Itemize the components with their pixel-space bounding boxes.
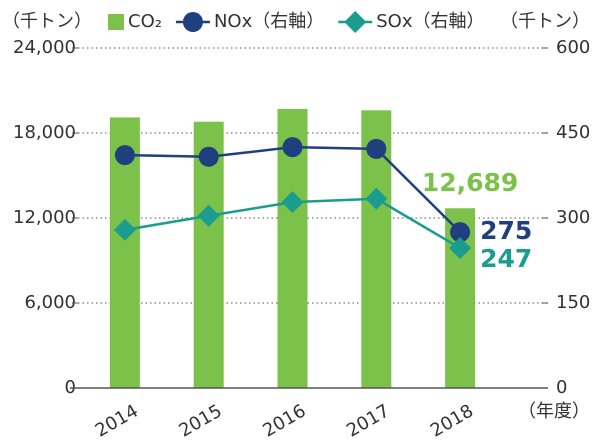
- value-label: 12,689: [422, 168, 518, 197]
- line-marker: [198, 146, 219, 167]
- line-marker: [365, 187, 388, 210]
- y2-tick-label: 0: [556, 377, 567, 398]
- legend-label: CO₂: [128, 11, 162, 32]
- value-label: 247: [480, 244, 532, 273]
- x-tick-label: 2015: [176, 400, 226, 441]
- line-marker: [114, 145, 135, 166]
- line-marker: [182, 12, 203, 32]
- y2-tick-label: 450: [556, 122, 590, 143]
- y-tick-label: 6,000: [24, 292, 76, 313]
- value-label: 275: [480, 216, 532, 245]
- y2-axis-unit: （千トン）: [500, 11, 590, 32]
- y-axis-unit: （千トン）: [2, 11, 92, 32]
- line-marker: [113, 218, 136, 241]
- legend-swatch: [108, 14, 124, 30]
- x-tick-label: 2014: [92, 400, 142, 441]
- y-tick-label: 18,000: [13, 122, 76, 143]
- y-tick-label: 12,000: [13, 207, 76, 228]
- line-marker: [282, 137, 303, 158]
- y2-tick-label: 300: [556, 207, 590, 228]
- y-tick-label: 24,000: [13, 37, 76, 58]
- line-marker: [450, 222, 471, 243]
- line-marker: [344, 11, 367, 33]
- legend-label: SOx（右軸）: [376, 11, 484, 32]
- line-marker: [197, 204, 220, 227]
- y2-tick-label: 150: [556, 292, 590, 313]
- x-tick-label: 2016: [259, 400, 309, 441]
- legend-label: NOx（右軸）: [214, 11, 324, 32]
- x-tick-label: 2018: [427, 400, 477, 441]
- y2-tick-label: 600: [556, 37, 590, 58]
- line-marker: [366, 138, 387, 159]
- x-tick-label: 2017: [343, 400, 393, 441]
- x-axis-unit: （年度）: [518, 401, 590, 422]
- line-marker: [281, 191, 304, 214]
- line-marker: [449, 237, 472, 260]
